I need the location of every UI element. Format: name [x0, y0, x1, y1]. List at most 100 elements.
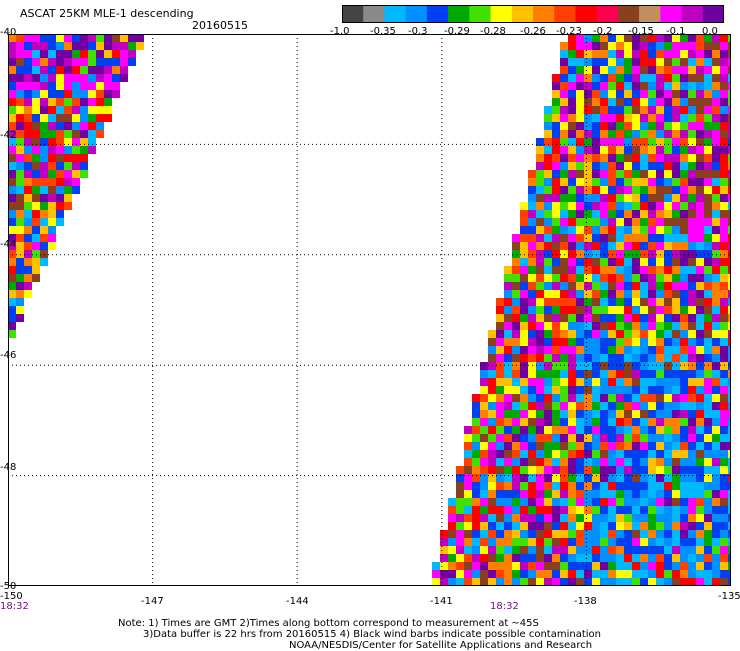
swath-cell	[600, 434, 608, 442]
swath-cell	[544, 578, 552, 586]
swath-cell	[704, 562, 712, 570]
swath-cell	[496, 522, 504, 530]
swath-cell	[512, 554, 520, 562]
swath-cell	[704, 298, 712, 306]
swath-cell	[48, 106, 56, 114]
swath-cell	[104, 74, 112, 82]
swath-cell	[696, 434, 704, 442]
swath-cell	[488, 562, 496, 570]
swath-cell	[640, 90, 648, 98]
colorbar-swatch	[554, 5, 577, 23]
swath-cell	[456, 538, 464, 546]
swath-cell	[536, 266, 544, 274]
swath-cell	[64, 138, 72, 146]
swath-cell	[456, 514, 464, 522]
lon-label-147: -147	[141, 596, 164, 607]
swath-cell	[608, 562, 616, 570]
swath-cell	[600, 514, 608, 522]
swath-cell	[720, 370, 728, 378]
swath-cell	[632, 490, 640, 498]
swath-cell	[632, 482, 640, 490]
swath-cell	[616, 490, 624, 498]
lat-label-48: -48	[0, 462, 17, 473]
swath-cell	[616, 578, 624, 586]
swath-cell	[624, 178, 632, 186]
swath-cell	[32, 234, 40, 242]
swath-cell	[680, 458, 688, 466]
swath-cell	[104, 114, 112, 122]
swath-cell	[656, 506, 664, 514]
swath-cell	[448, 506, 456, 514]
swath-cell	[504, 546, 512, 554]
swath-cell	[504, 282, 512, 290]
swath-cell	[672, 434, 680, 442]
swath-cell	[640, 466, 648, 474]
swath-cell	[672, 58, 680, 66]
swath-cell	[696, 578, 704, 586]
swath-cell	[720, 354, 728, 362]
swath-cell	[600, 554, 608, 562]
swath-cell	[640, 250, 648, 258]
swath-cell	[40, 98, 48, 106]
swath-cell	[592, 306, 600, 314]
swath-cell	[720, 538, 728, 546]
swath-cell	[552, 354, 560, 362]
swath-cell	[672, 546, 680, 554]
swath-cell	[688, 290, 696, 298]
lat-label-40: -40	[0, 27, 17, 38]
swath-cell	[688, 386, 696, 394]
swath-cell	[704, 554, 712, 562]
swath-cell	[712, 74, 720, 82]
swath-cell	[608, 146, 616, 154]
swath-cell	[456, 506, 464, 514]
swath-cell	[488, 554, 496, 562]
colorbar-swatch	[342, 5, 364, 23]
swath-cell	[552, 450, 560, 458]
swath-cell	[480, 402, 488, 410]
swath-cell	[624, 394, 632, 402]
swath-cell	[640, 506, 648, 514]
swath-cell	[712, 82, 720, 90]
swath-cell	[592, 506, 600, 514]
swath-cell	[632, 426, 640, 434]
swath-cell	[632, 570, 640, 578]
swath-cell	[648, 314, 656, 322]
swath-cell	[40, 194, 48, 202]
swath-cell	[616, 554, 624, 562]
swath-cell	[728, 410, 731, 418]
swath-cell	[696, 306, 704, 314]
swath-cell	[592, 66, 600, 74]
swath-cell	[648, 146, 656, 154]
swath-cell	[656, 570, 664, 578]
swath-cell	[664, 442, 672, 450]
swath-cell	[632, 202, 640, 210]
swath-cell	[560, 386, 568, 394]
swath-cell	[648, 402, 656, 410]
swath-cell	[560, 274, 568, 282]
swath-cell	[624, 266, 632, 274]
colorbar-swatch	[575, 5, 598, 23]
swath-cell	[544, 378, 552, 386]
swath-cell	[608, 282, 616, 290]
swath-cell	[592, 322, 600, 330]
swath-cell	[16, 66, 24, 74]
swath-cell	[712, 194, 720, 202]
swath-cell	[520, 306, 528, 314]
swath-cell	[576, 234, 584, 242]
swath-cell	[592, 346, 600, 354]
swath-cell	[552, 226, 560, 234]
swath-cell	[616, 474, 624, 482]
swath-cell	[64, 114, 72, 122]
swath-cell	[536, 418, 544, 426]
swath-cell	[496, 362, 504, 370]
swath-cell	[696, 282, 704, 290]
swath-cell	[488, 546, 496, 554]
swath-cell	[712, 562, 720, 570]
swath-cell	[528, 490, 536, 498]
swath-cell	[8, 146, 16, 154]
swath-cell	[512, 386, 520, 394]
swath-cell	[496, 314, 504, 322]
swath-cell	[728, 50, 731, 58]
swath-cell	[656, 338, 664, 346]
swath-cell	[568, 346, 576, 354]
